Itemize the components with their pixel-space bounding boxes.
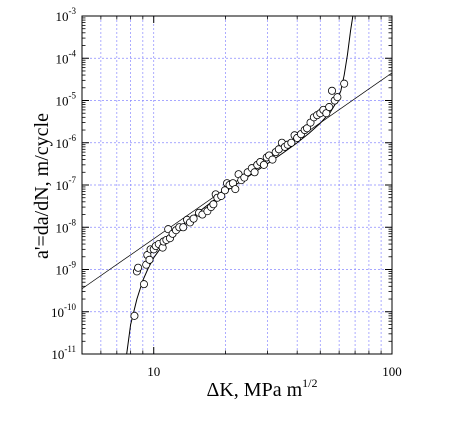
x-tick-labels: 10 100 — [147, 364, 402, 379]
y-tick-exponent: -7 — [69, 175, 77, 185]
data-point — [189, 214, 198, 223]
data-point — [325, 103, 334, 112]
y-tick-label: 10-3 — [56, 6, 77, 24]
x-tick-label: 10 — [147, 364, 160, 379]
y-tick-base: 10 — [56, 178, 69, 193]
y-tick-base: 10 — [56, 94, 69, 109]
y-tick-label: 10-10 — [51, 302, 76, 320]
data-point — [145, 255, 154, 264]
data-point — [250, 168, 259, 177]
data-point — [231, 185, 240, 194]
y-tick-label: 10-5 — [56, 91, 77, 109]
data-points — [130, 79, 349, 320]
data-point — [209, 200, 218, 209]
model-curve — [126, 15, 354, 355]
data-point — [328, 86, 337, 95]
fit-lines — [81, 15, 393, 355]
x-axis-label-text: ΔK, MPa m — [207, 379, 303, 401]
x-axis-label-superscript: 1/2 — [302, 376, 317, 390]
y-tick-label: 10-9 — [56, 260, 77, 278]
y-tick-exponent: -11 — [64, 344, 76, 354]
data-point — [287, 138, 296, 147]
y-tick-exponent: -10 — [64, 302, 76, 312]
data-point — [259, 160, 268, 169]
y-tick-exponent: -9 — [69, 260, 77, 270]
y-tick-exponent: -8 — [69, 217, 77, 227]
x-axis-label: ΔK, MPa m1/2 — [207, 376, 318, 401]
tick-marks — [81, 15, 392, 355]
y-tick-label: 10-8 — [56, 217, 77, 235]
y-tick-exponent: -4 — [69, 48, 77, 58]
y-tick-base: 10 — [51, 347, 64, 362]
data-point — [340, 79, 349, 88]
power-law-fit-line — [81, 72, 393, 290]
data-point — [130, 311, 139, 320]
y-tick-label: 10-6 — [56, 133, 77, 151]
y-tick-base: 10 — [56, 136, 69, 151]
data-point — [217, 191, 226, 200]
y-axis-label: a'=da/dN, m/cycle — [31, 113, 53, 259]
y-tick-label: 10-11 — [51, 344, 76, 362]
data-point — [139, 280, 148, 289]
y-tick-base: 10 — [51, 305, 64, 320]
y-tick-label: 10-4 — [56, 48, 77, 66]
y-tick-base: 10 — [56, 51, 69, 66]
data-point — [179, 223, 188, 232]
data-point — [268, 155, 277, 164]
y-tick-base: 10 — [56, 9, 69, 24]
y-tick-exponent: -6 — [69, 133, 77, 143]
y-tick-exponent: -5 — [69, 91, 77, 101]
y-tick-base: 10 — [56, 263, 69, 278]
x-tick-label: 100 — [382, 364, 402, 379]
data-point — [134, 263, 143, 272]
y-tick-label: 10-7 — [56, 175, 77, 193]
y-tick-exponent: -3 — [69, 6, 77, 16]
y-tick-base: 10 — [56, 220, 69, 235]
data-point — [303, 124, 312, 133]
data-point — [333, 93, 342, 102]
